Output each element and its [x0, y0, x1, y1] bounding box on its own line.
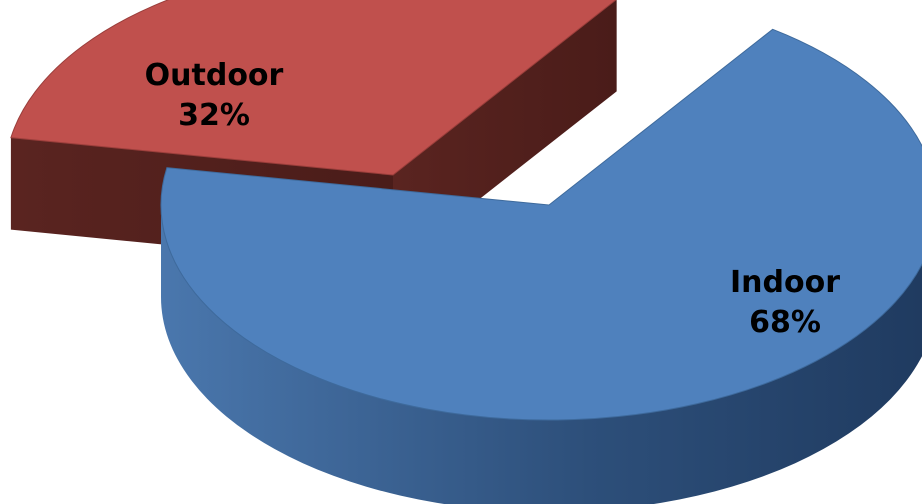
- slice-label-indoor-name: Indoor: [730, 265, 840, 300]
- slice-indoor: [160, 28, 922, 421]
- slice-outdoor: [10, 0, 617, 176]
- slice-label-indoor-percent: 68%: [749, 305, 821, 340]
- slices-layer: [10, 0, 922, 504]
- slice-indoor-side: [161, 205, 922, 504]
- slice-label-outdoor-name: Outdoor: [145, 58, 284, 93]
- slice-label-outdoor-percent: 32%: [178, 98, 250, 133]
